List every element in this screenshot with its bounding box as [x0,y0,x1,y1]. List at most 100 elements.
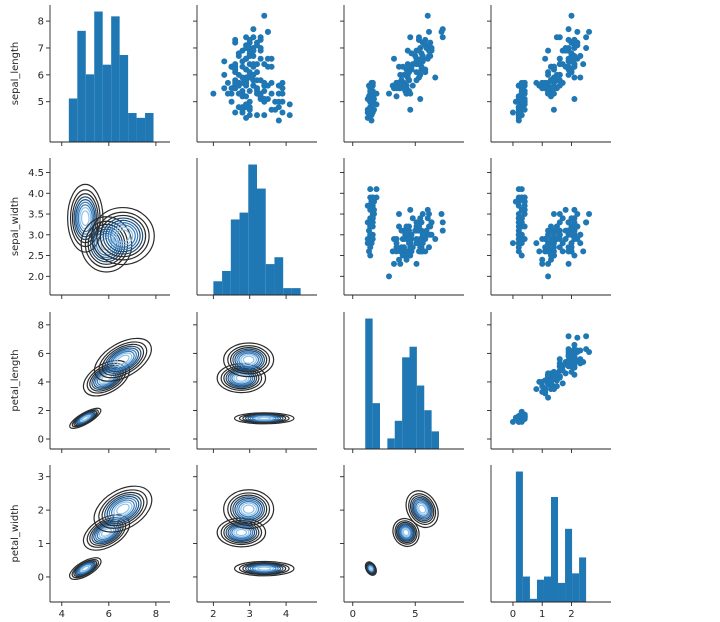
scatter-point [261,96,268,103]
scatter-point [243,74,250,81]
scatter-point [565,219,572,226]
scatter-point [409,82,416,89]
scatter-point [371,206,377,213]
scatter-point [568,12,575,19]
kde-contour [411,496,433,522]
kde-contour [67,183,104,253]
scatter-point [571,227,578,234]
hist-bar [257,188,266,295]
scatter-point [559,380,566,387]
scatter-point [556,227,563,234]
scatter-point [548,235,554,242]
scatter-point [373,186,380,193]
kde-contour [369,566,373,571]
kde-contour [93,485,153,533]
scatter-point [246,53,253,60]
scatter-point [545,231,552,238]
y-tick-label: 2 [38,406,44,417]
scatter-point [426,28,432,35]
scatter-point [565,36,572,43]
kde-contour [233,373,250,384]
panel-petal_length-vs-sepal_width [193,312,317,453]
scatter-point [232,79,239,86]
kde-contour [392,517,420,548]
kde-contour [101,491,145,527]
scatter-point [521,202,528,209]
scatter-point [243,93,250,100]
scatter-point [423,227,430,234]
scatter-point [577,53,584,60]
scatter-point [369,219,376,226]
scatter-point [416,223,422,230]
scatter-point [521,198,528,205]
kde-contour [242,504,255,514]
scatter-point [548,252,554,259]
scatter-point [515,244,522,251]
kde-contour [93,337,152,382]
hist-bar [536,579,544,602]
kde-contour [102,217,144,255]
scatter-point [568,240,575,247]
hist-bar [579,557,587,602]
scatter-point [254,85,260,92]
scatter-point [428,44,435,51]
y-tick-label: 0 [38,572,44,583]
scatter-point [583,219,590,226]
kde-contour [227,369,256,387]
scatter-point [515,109,522,116]
kde-contour [231,526,252,539]
hist-bar [85,74,95,142]
kde-contour [76,201,95,235]
scatter-point [548,227,554,234]
scatter-point [586,348,593,355]
scatter-point [261,61,268,68]
x-tick-label: 0 [510,609,516,620]
scatter-point [364,235,371,242]
kde-contour [77,204,93,233]
scatter-point [577,240,584,247]
scatter-point [396,211,402,218]
scatter-point [568,50,575,57]
scatter-point [367,87,374,94]
kde-contour [91,206,155,266]
scatter-point [228,98,235,105]
scatter-point [268,79,275,86]
y-tick-label: 2 [38,506,44,517]
scatter-point [556,244,563,251]
scatter-point [221,71,228,78]
y-tick-label: 1 [38,539,44,550]
y-tick-label: 4 [38,377,44,388]
y-tick-label: 3.0 [28,230,44,241]
scatter-point [562,47,569,54]
scatter-point [571,44,578,51]
kde-contour [108,349,137,371]
scatter-point [224,90,231,97]
hist-bar [283,288,292,295]
hist-bar [372,403,380,449]
scatter-point [518,215,525,222]
kde-contour [402,528,410,537]
scatter-point [368,198,375,205]
x-tick-label: 2 [568,609,574,620]
kde-contour [91,366,122,391]
kde-contour [400,526,412,539]
hist-bar [265,264,275,295]
kde-contour [110,224,136,248]
scatter-point [515,114,522,121]
scatter-point [550,244,557,251]
scatter-point [393,235,400,242]
scatter-point [386,90,392,97]
scatter-point [571,96,578,103]
hist-bar [424,410,432,449]
kde-contour [82,514,131,551]
scatter-point [518,231,525,238]
scatter-point [559,367,566,374]
scatter-point [210,90,217,97]
kde-contour [227,345,271,375]
kde-contour [79,564,91,573]
scatter-point [515,248,522,255]
scatter-point [521,194,528,201]
scatter-point [515,240,522,247]
scatter-point [571,364,578,371]
